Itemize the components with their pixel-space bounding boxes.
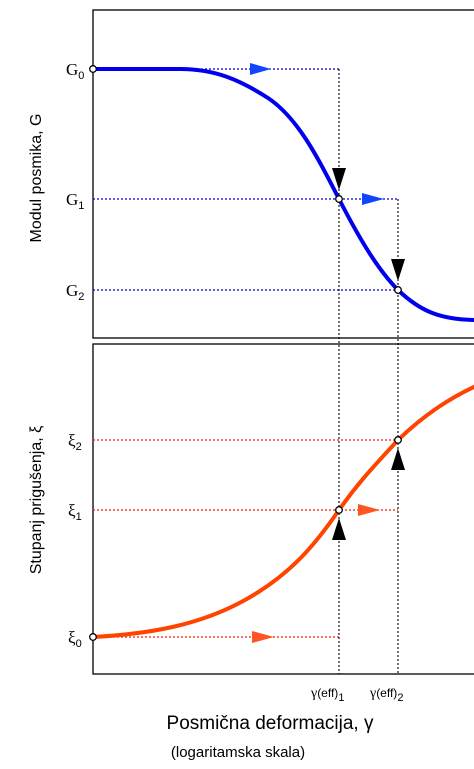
svg-text:ξ0: ξ0 <box>68 628 82 650</box>
svg-text:G1: G1 <box>66 190 84 212</box>
svg-text:ξ1: ξ1 <box>68 501 82 523</box>
arrow-right-xi1 <box>358 504 380 516</box>
xtick-gamma-eff-2: γ(eff)2 <box>369 686 403 704</box>
x-axis-note: (logaritamska skala) <box>171 744 305 761</box>
xtick-gamma-eff-1: γ(eff)1 <box>310 686 344 704</box>
marker-G2 <box>394 286 402 294</box>
svg-text:γ(eff)1: γ(eff)1 <box>310 686 344 704</box>
arrow-right-xi0 <box>252 631 274 643</box>
tick-G2: G2 <box>66 281 84 303</box>
marker-G0 <box>89 65 97 73</box>
tick-xi0: ξ0 <box>68 628 82 650</box>
bottom-panel-frame <box>92 343 474 675</box>
tick-xi2: ξ2 <box>68 431 82 453</box>
arrow-down-1 <box>332 168 346 190</box>
top-panel-frame <box>92 9 474 339</box>
svg-text:γ(eff)2: γ(eff)2 <box>369 686 403 704</box>
marker-xi0 <box>89 633 97 641</box>
tick-G1: G1 <box>66 190 84 212</box>
arrow-right-G0 <box>250 63 271 75</box>
bottom-ylabel: Stupanj prigušenja, ξ <box>28 426 45 575</box>
arrow-down-2 <box>391 259 405 281</box>
svg-text:G2: G2 <box>66 281 84 303</box>
damping-curve <box>91 384 474 639</box>
svg-text:G0: G0 <box>66 60 84 82</box>
marker-xi2 <box>394 436 402 444</box>
tick-xi1: ξ1 <box>68 501 82 523</box>
svg-text:ξ2: ξ2 <box>68 431 82 453</box>
marker-G1 <box>335 195 343 203</box>
marker-xi1 <box>335 506 343 514</box>
arrow-up-1 <box>332 518 346 540</box>
modulus-curve <box>91 67 474 322</box>
arrow-up-2 <box>391 448 405 470</box>
arrow-right-G1 <box>362 193 384 205</box>
top-ylabel: Modul posmika, G <box>28 114 45 243</box>
tick-G0: G0 <box>66 60 84 82</box>
x-axis-title: Posmična deformacija, γ <box>167 713 374 734</box>
